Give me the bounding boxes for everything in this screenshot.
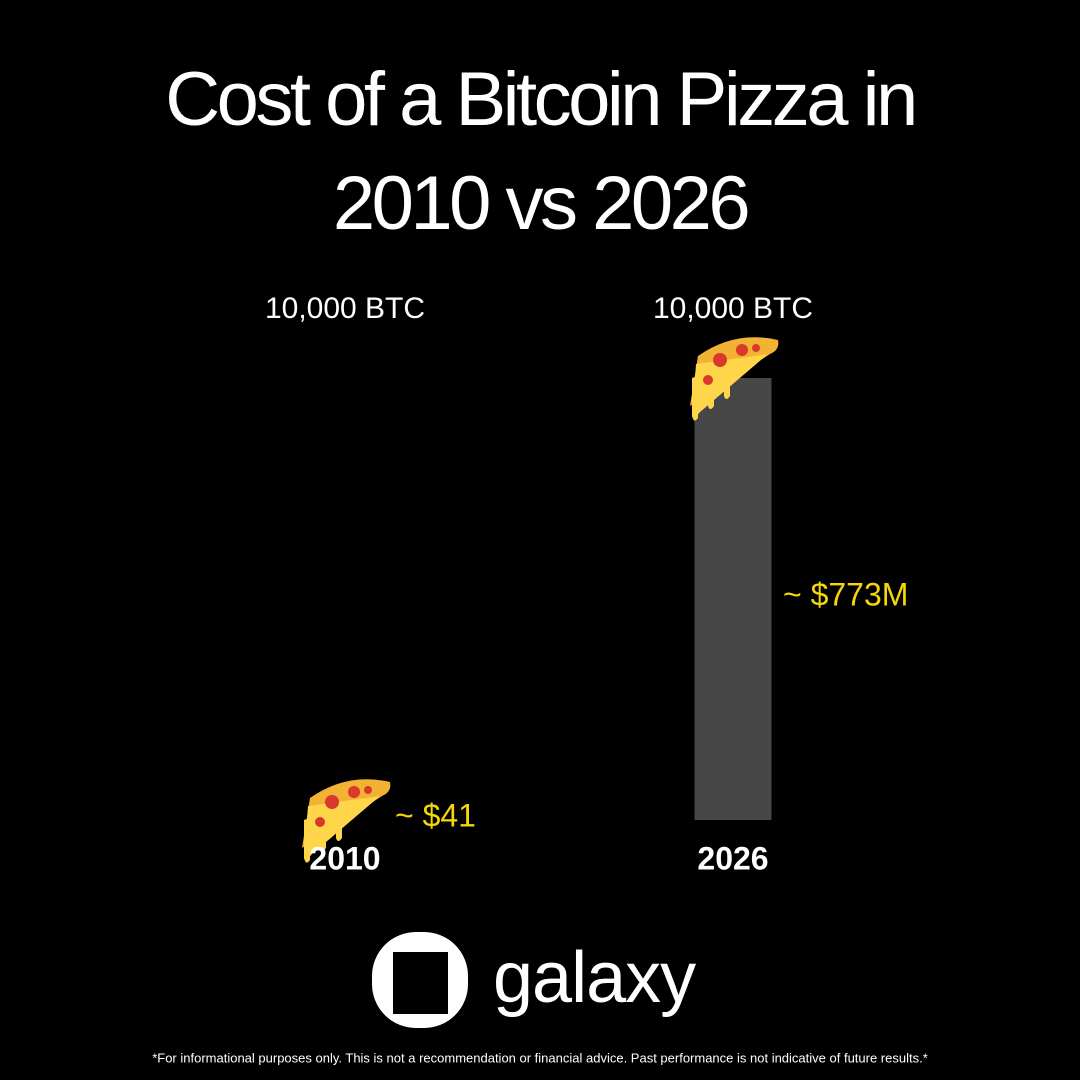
pizza-icon [302,779,391,863]
top-label: 10,000 BTC [653,292,813,325]
pepperoni [752,344,760,352]
logo-icon [372,932,468,1028]
pepperoni [364,786,372,794]
top-label: 10,000 BTC [265,292,425,325]
chart-title: Cost of a Bitcoin Pizza in 2010 vs 2026 [165,57,918,246]
x-tick-label: 2026 [697,840,768,876]
x-tick-label: 2010 [309,840,380,876]
disclaimer: *For informational purposes only. This i… [152,1050,928,1065]
pepperoni [703,375,713,385]
pizza-drip [304,816,342,863]
value-label: ~ $773M [783,576,908,612]
bar [694,378,772,820]
pepperoni [713,353,727,367]
pepperoni [736,344,748,356]
pizza-icon [690,337,779,421]
pepperoni [315,817,325,827]
brand: galaxy [493,938,696,1018]
pepperoni [348,786,360,798]
pizza-drip [692,374,730,421]
value-label: ~ $41 [395,797,476,833]
pepperoni [325,795,339,809]
